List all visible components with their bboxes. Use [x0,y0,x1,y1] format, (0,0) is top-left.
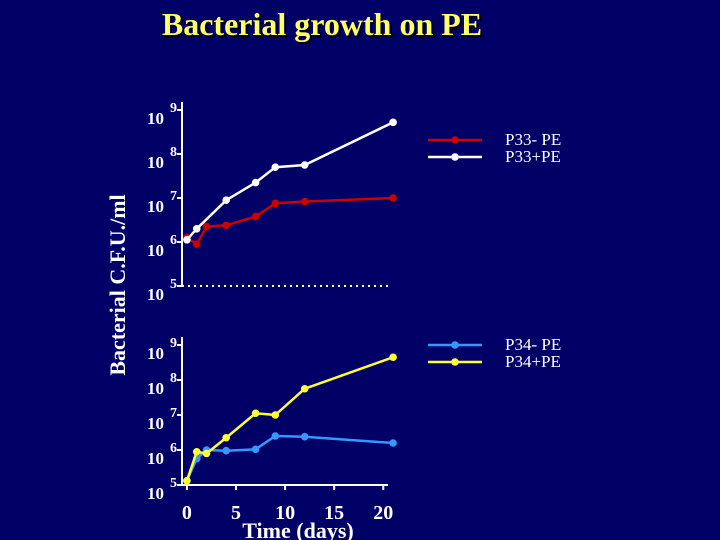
legend-swatch-marker [451,341,459,349]
y-tick-label-base: 10 [147,197,164,216]
x-tick-label: 15 [324,502,344,524]
data-point [192,447,201,456]
y-tick-label-exponent: 5 [170,277,177,292]
y-tick-label-base: 10 [147,109,164,128]
y-tick-label-exponent: 8 [170,371,177,386]
legend-label: P34- PE [505,335,561,354]
x-axis-label: Time (days) [242,518,353,540]
y-tick-label-base: 10 [147,153,164,172]
data-point [389,194,397,202]
data-point [222,433,230,442]
y-tick-label-base: 10 [147,285,164,304]
y-tick-label-exponent: 7 [170,189,177,204]
y-tick-label-base: 10 [147,449,164,468]
data-point [271,163,280,171]
data-point [271,432,280,440]
y-tick-label-base: 10 [147,414,164,433]
y-axis-label: Bacterial C.F.U./ml [105,194,130,375]
data-point [389,439,397,447]
legend-swatch-marker [451,153,459,161]
x-tick-label: 10 [275,502,295,524]
data-point [202,449,211,458]
x-tick-label: 0 [182,502,192,524]
data-point [251,212,260,221]
data-point [222,221,230,230]
x-tick-label: 5 [231,502,241,524]
series-line-p34-pe [185,434,394,482]
data-point [300,197,309,206]
legend-swatch-marker [451,136,459,144]
y-tick-label-exponent: 7 [170,406,177,421]
data-point [192,240,201,248]
y-tick-label-exponent: 9 [170,336,177,351]
data-point [183,236,191,244]
series-line-p33-pe [186,196,394,246]
data-point [202,222,211,231]
legend-label: P34+PE [505,352,561,371]
y-tick-label-base: 10 [147,484,164,503]
y-tick-label-exponent: 6 [170,233,177,248]
data-point [300,432,309,441]
series-line-p33-pe [185,121,394,241]
y-tick-label-exponent: 8 [170,145,177,160]
legend-swatch-marker [451,358,459,366]
data-point [300,161,309,169]
data-point [251,409,260,418]
y-tick-label-base: 10 [147,241,164,260]
data-point [251,445,260,454]
data-point [389,353,397,362]
data-point [271,199,280,208]
y-tick-label-exponent: 6 [170,441,177,456]
data-point [183,477,191,485]
y-tick-label-base: 10 [147,379,164,398]
legend-label: P33+PE [505,147,561,166]
data-point [300,384,309,393]
data-point [222,196,230,204]
y-tick-label-exponent: 9 [170,101,177,116]
y-tick-label-exponent: 5 [170,476,177,491]
slide-title: Bacterial growth on PE [161,6,483,42]
series-line-p34-pe [185,356,394,482]
data-point [389,118,397,127]
data-point [192,225,201,233]
data-point [271,411,280,419]
data-point [251,178,260,187]
x-tick-label: 20 [373,502,393,524]
legend-label: P33- PE [505,130,561,149]
y-tick-label-base: 10 [147,344,164,363]
data-point [222,446,230,455]
